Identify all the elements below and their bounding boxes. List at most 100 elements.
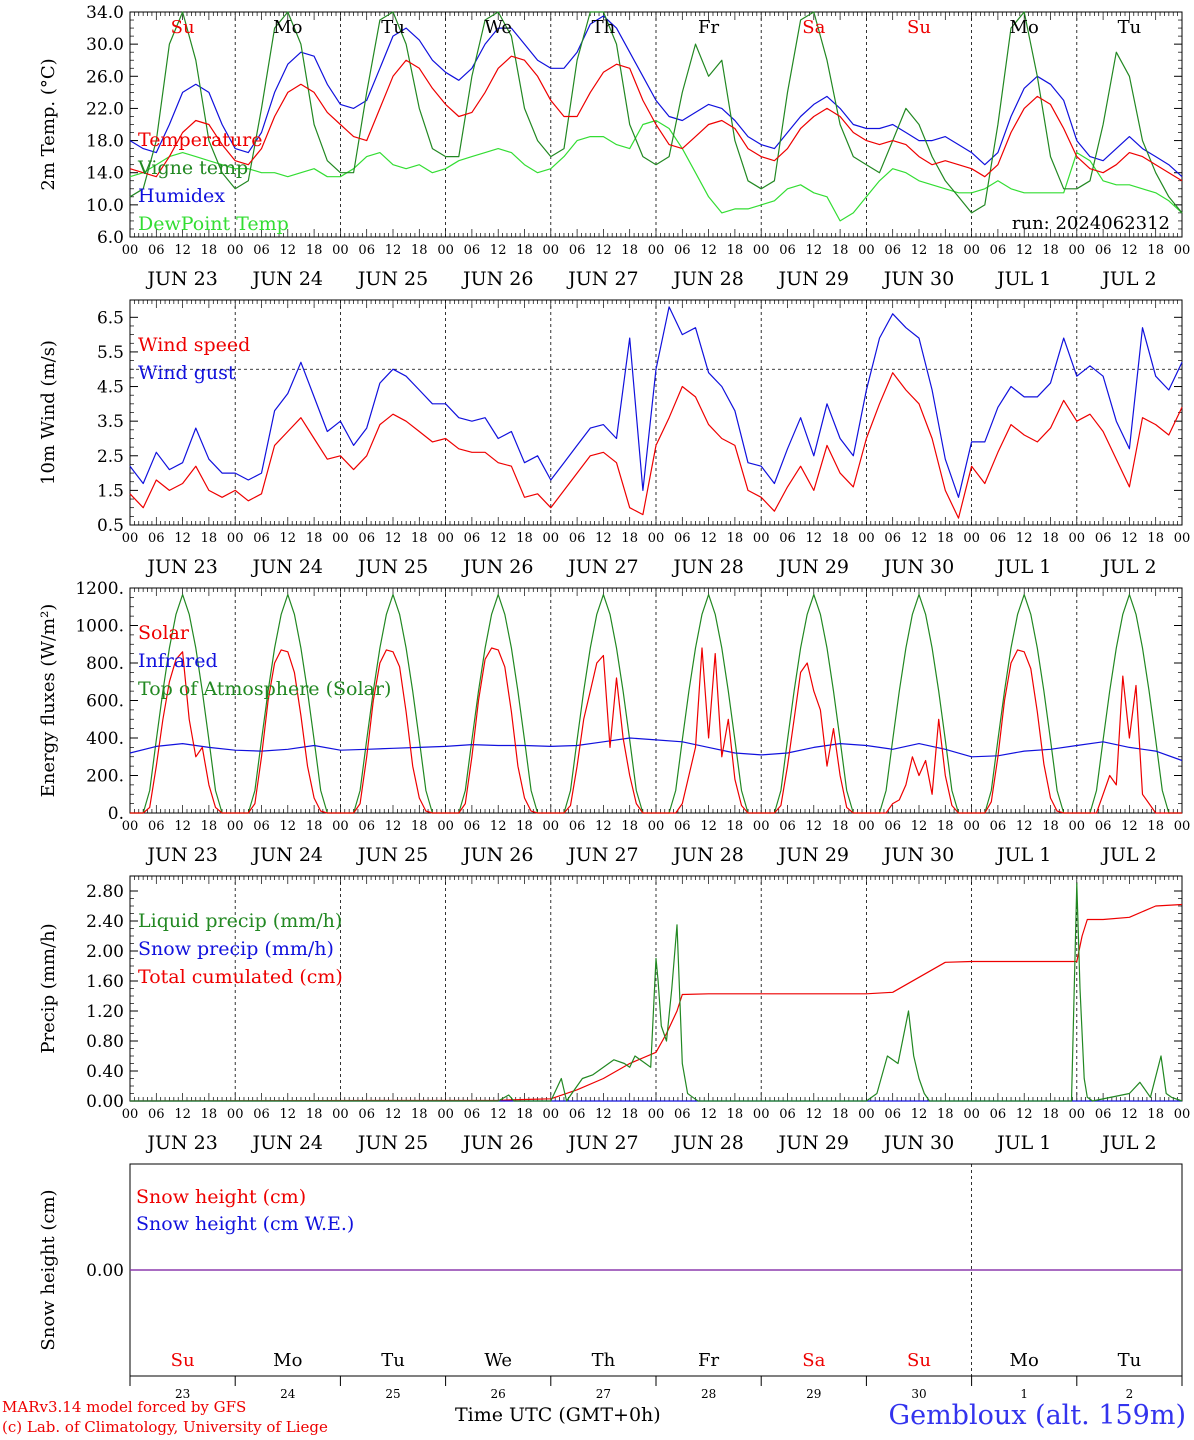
series-line-liquid-precip-mm-h-: [130, 882, 1183, 1102]
y-tick-label: 0.: [108, 804, 124, 824]
x-hour-label: 12: [490, 1107, 507, 1122]
y-tick-label: 6.0: [97, 228, 124, 248]
x-hour-label: 12: [1016, 819, 1033, 834]
x-hour-label: 18: [621, 1107, 638, 1122]
x-hour-label: 18: [201, 243, 218, 258]
x-hour-label: 18: [727, 243, 744, 258]
x-hour-label: 18: [621, 819, 638, 834]
x-day-label: JUN 28: [671, 268, 743, 290]
x-hour-label: 00: [437, 243, 454, 258]
legend-entry: Snow height (cm): [136, 1186, 306, 1208]
x-hour-label: 06: [569, 243, 586, 258]
x-hour-label: 06: [884, 819, 901, 834]
x-hour-label: 18: [1147, 819, 1164, 834]
x-hour-label: 06: [1095, 243, 1112, 258]
x-hour-label: 06: [990, 1107, 1007, 1122]
x-hour-label: 06: [990, 819, 1007, 834]
y-tick-label: 600.: [86, 692, 124, 712]
x-hour-label: 06: [884, 531, 901, 546]
x-hour-label: 06: [358, 531, 375, 546]
x-day-label: JUN 25: [356, 844, 428, 866]
x-hour-label: 00: [122, 819, 139, 834]
x-hour-label: 00: [1069, 243, 1086, 258]
y-axis-label: 10m Wind (m/s): [38, 340, 59, 485]
legend-entry: Humidex: [138, 185, 225, 207]
x-day-label: JUL 1: [995, 556, 1051, 578]
x-hour-label: 12: [911, 819, 928, 834]
x-hour-label: 00: [437, 819, 454, 834]
x-day-label: JUN 25: [356, 1132, 428, 1154]
x-hour-label: 12: [174, 243, 191, 258]
x-hour-label: 06: [674, 531, 691, 546]
x-hour-label: 06: [358, 1107, 375, 1122]
x-hour-label: 18: [306, 1107, 323, 1122]
x-hour-label: 06: [990, 243, 1007, 258]
legend-entry: Snow precip (mm/h): [138, 938, 334, 960]
x-day-label: JUL 1: [995, 844, 1051, 866]
x-hour-label: 18: [727, 531, 744, 546]
x-hour-label: 00: [543, 243, 560, 258]
x-hour-label: 06: [358, 819, 375, 834]
x-hour-label: 18: [516, 819, 533, 834]
x-hour-label: 06: [1095, 819, 1112, 834]
x-hour-label: 12: [911, 243, 928, 258]
x-hour-label: 06: [464, 243, 481, 258]
x-day-label: JUN 27: [566, 844, 638, 866]
x-hour-label: 12: [1121, 819, 1138, 834]
y-tick-label: 0.80: [86, 1032, 124, 1052]
x-hour-label: 18: [201, 819, 218, 834]
x-hour-label: 00: [753, 819, 770, 834]
weekday-label: Th: [592, 1350, 616, 1371]
x-hour-label: 00: [332, 1107, 349, 1122]
x-hour-label: 12: [700, 1107, 717, 1122]
x-hour-label: 12: [385, 243, 402, 258]
x-hour-label: 12: [385, 1107, 402, 1122]
legend-entry: Total cumulated (cm): [138, 966, 343, 988]
x-day-label: JUN 26: [461, 268, 533, 290]
x-hour-label: 00: [648, 819, 665, 834]
x-day-label: JUN 24: [251, 844, 323, 866]
x-hour-label: 12: [385, 819, 402, 834]
y-tick-label: 400.: [86, 729, 124, 749]
x-hour-label: 00: [227, 1107, 244, 1122]
y-tick-label: 4.5: [97, 378, 124, 398]
y-tick-label: 2.40: [86, 912, 124, 932]
x-hour-label: 06: [779, 819, 796, 834]
x-day-label: JUL 2: [1100, 556, 1156, 578]
x-day-label: JUN 25: [356, 556, 428, 578]
x-hour-label: 12: [174, 1107, 191, 1122]
x-day-label: JUN 24: [251, 1132, 323, 1154]
y-tick-label: 2.5: [97, 447, 124, 467]
y-tick-label: 18.0: [86, 132, 124, 152]
x-hour-label: 00: [963, 819, 980, 834]
y-axis-label: Precip (mm/h): [38, 923, 59, 1053]
x-hour-label: 12: [595, 819, 612, 834]
x-day-label: JUL 2: [1100, 268, 1156, 290]
x-hour-label: 12: [595, 243, 612, 258]
y-tick-label: 30.0: [86, 35, 124, 55]
day-number-label: 1: [1020, 1387, 1028, 1401]
x-day-label: JUN 28: [671, 844, 743, 866]
series-line-wind-speed: [129, 372, 1183, 519]
x-hour-label: 12: [280, 819, 297, 834]
series-line-vigne-temp: [129, 11, 1183, 214]
y-axis-label: Snow height (cm): [38, 1189, 59, 1350]
station-name: Gembloux (alt. 159m): [888, 1400, 1186, 1431]
x-hour-label: 18: [1042, 531, 1059, 546]
y-tick-label: 200.: [86, 767, 124, 787]
x-hour-label: 18: [832, 1107, 849, 1122]
x-day-label: JUN 24: [251, 556, 323, 578]
x-hour-label: 18: [727, 819, 744, 834]
x-hour-label: 06: [569, 819, 586, 834]
x-hour-label: 00: [648, 243, 665, 258]
y-tick-label: 26.0: [86, 67, 124, 87]
x-day-label: JUL 1: [995, 1132, 1051, 1154]
x-hour-label: 06: [148, 243, 165, 258]
x-hour-label: 06: [779, 531, 796, 546]
x-hour-label: 12: [700, 819, 717, 834]
y-tick-label: 6.5: [97, 308, 124, 328]
panel-frame-wind: [129, 299, 1183, 526]
x-hour-label: 00: [858, 819, 875, 834]
weekday-label: Su: [907, 17, 931, 38]
